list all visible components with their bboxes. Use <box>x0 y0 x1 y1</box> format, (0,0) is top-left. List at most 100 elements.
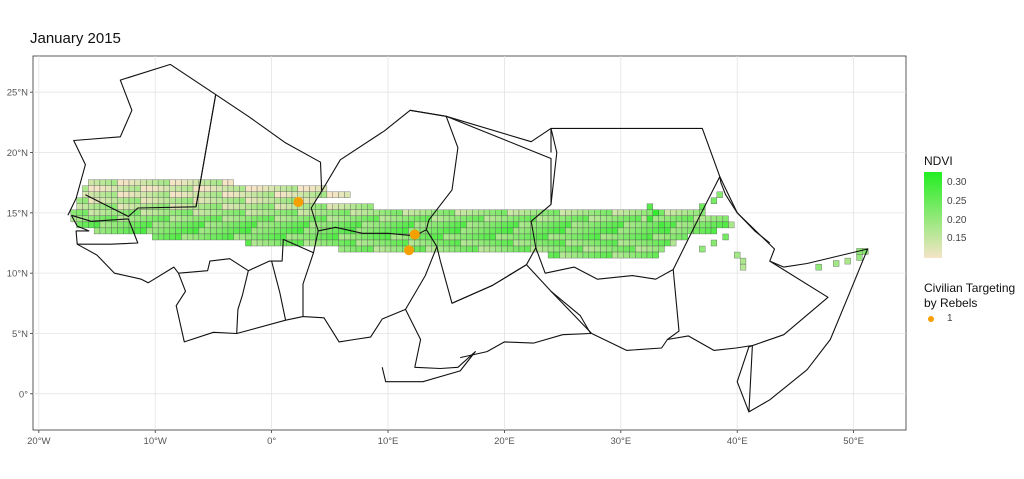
y-tick-label: 20°N <box>7 148 28 159</box>
ndvi-cell <box>460 209 467 217</box>
ndvi-cell <box>582 209 589 217</box>
ndvi-cell <box>163 203 170 210</box>
ndvi-cell <box>326 239 333 247</box>
ndvi-cell <box>355 215 363 223</box>
ndvi-cell <box>280 209 287 217</box>
ndvi-cell <box>379 215 386 223</box>
ndvi-cell <box>670 233 677 241</box>
ndvi-cell <box>303 233 310 241</box>
ndvi-cell <box>233 221 240 229</box>
ndvi-cell <box>297 209 304 217</box>
ndvi-cell <box>152 233 159 241</box>
ndvi-cell <box>198 203 205 210</box>
ndvi-cell <box>542 233 549 241</box>
ndvi-cell <box>181 215 188 223</box>
ndvi-cell <box>105 191 112 198</box>
ndvi-cell <box>140 209 147 217</box>
ndvi-cell <box>699 227 706 235</box>
ndvi-cell <box>600 209 607 217</box>
ndvi-cell <box>169 209 176 217</box>
ndvi-cell <box>332 191 339 198</box>
ndvi-cell <box>454 239 461 247</box>
ndvi-cell <box>239 227 246 235</box>
ndvi-cell <box>542 227 549 235</box>
ndvi-cell <box>198 215 205 223</box>
ndvi-cell <box>373 245 380 253</box>
ndvi-cell <box>233 191 240 198</box>
ndvi-cell <box>140 179 147 186</box>
country-border <box>550 269 680 351</box>
ndvi-cell <box>245 191 252 198</box>
ndvi-cell <box>169 197 176 204</box>
ndvi-cell <box>274 215 281 223</box>
ndvi-cell <box>93 191 101 198</box>
x-tick-label: 10°W <box>144 436 167 447</box>
ndvi-cell <box>518 245 525 253</box>
ndvi-cell <box>239 233 246 241</box>
ndvi-cell <box>489 215 496 223</box>
ndvi-cell <box>460 221 467 229</box>
ndvi-cell <box>437 209 444 217</box>
ndvi-cell <box>384 239 392 247</box>
country-border <box>76 94 323 284</box>
ndvi-cell <box>163 197 170 204</box>
ndvi-cell <box>728 221 735 229</box>
ndvi-cell <box>152 191 159 198</box>
ndvi-cell <box>466 233 473 241</box>
ndvi-cell <box>221 221 229 229</box>
ndvi-cell <box>367 221 374 229</box>
ndvi-cell <box>507 215 514 223</box>
ndvi-cell <box>408 215 415 223</box>
ndvi-cell <box>367 233 374 241</box>
ndvi-cell <box>652 233 659 241</box>
ndvi-cell <box>670 209 677 217</box>
ndvi-cell <box>111 227 118 235</box>
ndvi-cell <box>204 227 211 235</box>
ndvi-cell <box>658 227 665 235</box>
ndvi-cell <box>705 221 712 229</box>
ndvi-cells <box>70 179 869 271</box>
ndvi-cell <box>635 245 642 253</box>
ndvi-cell <box>128 191 136 198</box>
ndvi-cell <box>623 239 630 247</box>
ndvi-cell <box>216 191 223 198</box>
ndvi-cell <box>699 215 706 223</box>
civilian-targeting-point <box>293 196 304 207</box>
ndvi-cell <box>547 227 555 235</box>
ndvi-tick-label: 0.20 <box>947 214 967 226</box>
ndvi-cell <box>291 191 298 198</box>
ndvi-cell <box>123 221 130 229</box>
ndvi-cell <box>210 179 217 186</box>
ndvi-cell <box>379 245 386 253</box>
ndvi-cell <box>262 239 269 247</box>
ndvi-cell <box>652 239 659 247</box>
ndvi-cell <box>355 221 363 229</box>
ndvi-cell <box>88 203 95 210</box>
ndvi-cell <box>123 227 130 235</box>
ndvi-cell <box>646 221 654 229</box>
ndvi-cell <box>681 233 688 241</box>
ndvi-cell <box>245 239 252 247</box>
ndvi-cell <box>152 197 159 204</box>
ndvi-cell <box>309 221 316 229</box>
ndvi-cell <box>157 215 165 223</box>
ndvi-cell <box>646 215 654 223</box>
ndvi-cell <box>204 221 211 229</box>
ndvi-cell <box>344 191 351 198</box>
ndvi-cell <box>105 209 112 217</box>
ndvi-cell <box>414 215 421 223</box>
ndvi-cell <box>402 221 409 229</box>
ndvi-cell <box>187 179 194 186</box>
ndvi-cell <box>518 221 525 229</box>
ndvi-cell <box>251 197 258 204</box>
ndvi-cell <box>559 227 566 235</box>
ndvi-cell <box>681 227 688 235</box>
ndvi-cell <box>693 227 700 235</box>
ndvi-cell <box>524 245 531 253</box>
ndvi-cell <box>332 209 339 217</box>
ndvi-cell <box>262 221 269 229</box>
ndvi-cell <box>419 209 427 217</box>
ndvi-cell <box>501 227 508 235</box>
country-border <box>451 264 592 359</box>
ndvi-cell <box>227 179 234 186</box>
